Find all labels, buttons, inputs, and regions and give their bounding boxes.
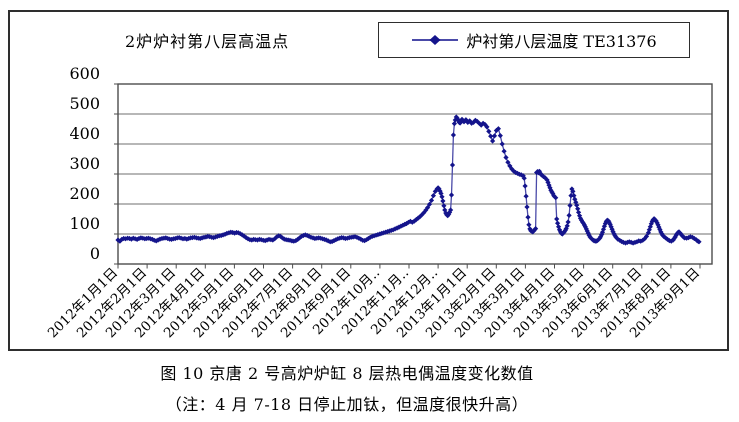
series-line [117, 115, 700, 244]
y-axis-label-0: 0 [89, 244, 100, 263]
figure-note: （注：4 月 7-18 日停止加钛，但温度很快升高） [165, 395, 529, 414]
chart-title: 2炉炉衬第八层高温点 [125, 32, 290, 51]
y-axis-label-600: 600 [69, 64, 100, 83]
legend: 炉衬第八层温度 TE31376 [378, 22, 690, 58]
y-axis-label-200: 200 [69, 184, 100, 203]
y-axis-label-100: 100 [69, 214, 100, 233]
chart-frame: 2炉炉衬第八层高温点 炉衬第八层温度 TE31376 0 100 200 300 400… [8, 10, 729, 351]
series-markers [115, 114, 702, 246]
figure-caption: 图 10 京唐 2 号高炉炉缸 8 层热电偶温度变化数值 [160, 364, 534, 383]
plot-border [117, 83, 713, 265]
legend-series-label: 炉衬第八层温度 TE31376 [466, 32, 657, 51]
y-axis-label-500: 500 [69, 94, 100, 113]
y-axis-label-400: 400 [69, 124, 100, 143]
legend-line-diamond-icon [412, 35, 459, 45]
y-axis-label-300: 300 [69, 154, 100, 173]
figure-caption-block: 图 10 京唐 2 号高炉炉缸 8 层热电偶温度变化数值 （注：4 月 7-18… [0, 360, 694, 415]
